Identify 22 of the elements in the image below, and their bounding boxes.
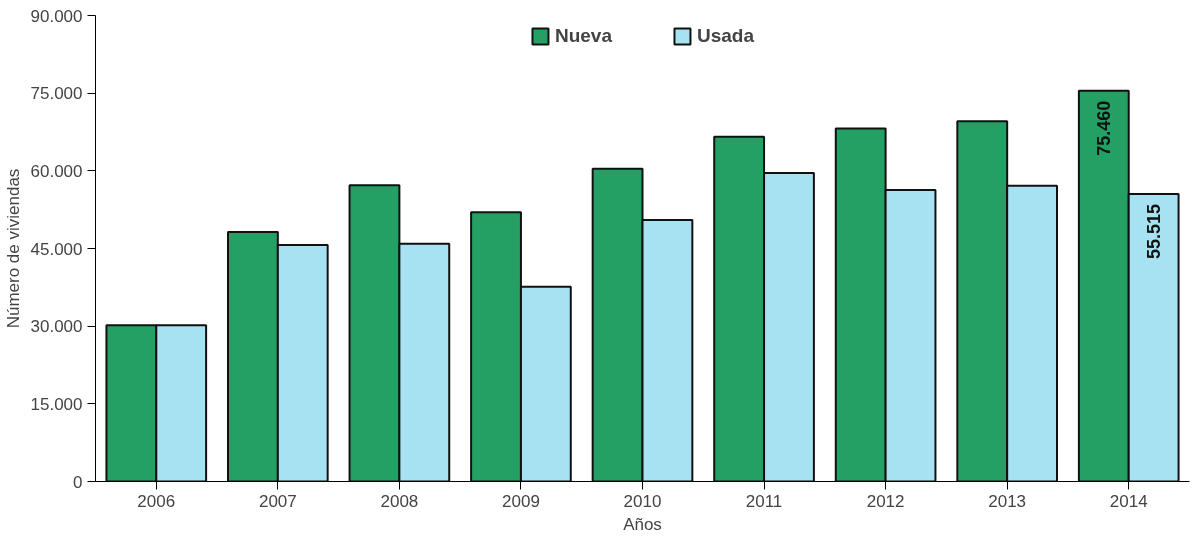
x-tick-label: 2013 <box>988 491 1027 511</box>
y-tick-label: 75.000 <box>30 84 83 104</box>
y-axis-title: Número de viviendas <box>3 168 23 329</box>
x-tick-label: 2008 <box>380 491 419 511</box>
y-tick-label: 30.000 <box>30 317 83 337</box>
legend-label: Usada <box>697 25 755 47</box>
data-label: 55.515 <box>1144 204 1165 260</box>
x-tick-label: 2011 <box>745 491 783 511</box>
y-tick-label: 45.000 <box>30 239 83 259</box>
y-tick-label: 60.000 <box>30 161 83 181</box>
data-label: 75.460 <box>1094 100 1115 156</box>
y-tick-label: 15.000 <box>30 394 83 414</box>
x-tick-label: 2014 <box>1109 491 1148 511</box>
y-tick-label: 0 <box>73 472 83 492</box>
y-tick-label: 90.000 <box>30 6 83 26</box>
x-tick-label: 2012 <box>866 491 905 511</box>
x-tick-label: 2007 <box>258 491 297 511</box>
x-tick-label: 2009 <box>502 491 540 511</box>
legend-label: Nueva <box>554 25 612 47</box>
x-axis-title: Años <box>623 514 662 534</box>
x-tick-label: 2010 <box>623 491 662 511</box>
x-tick-label: 2006 <box>137 491 176 511</box>
